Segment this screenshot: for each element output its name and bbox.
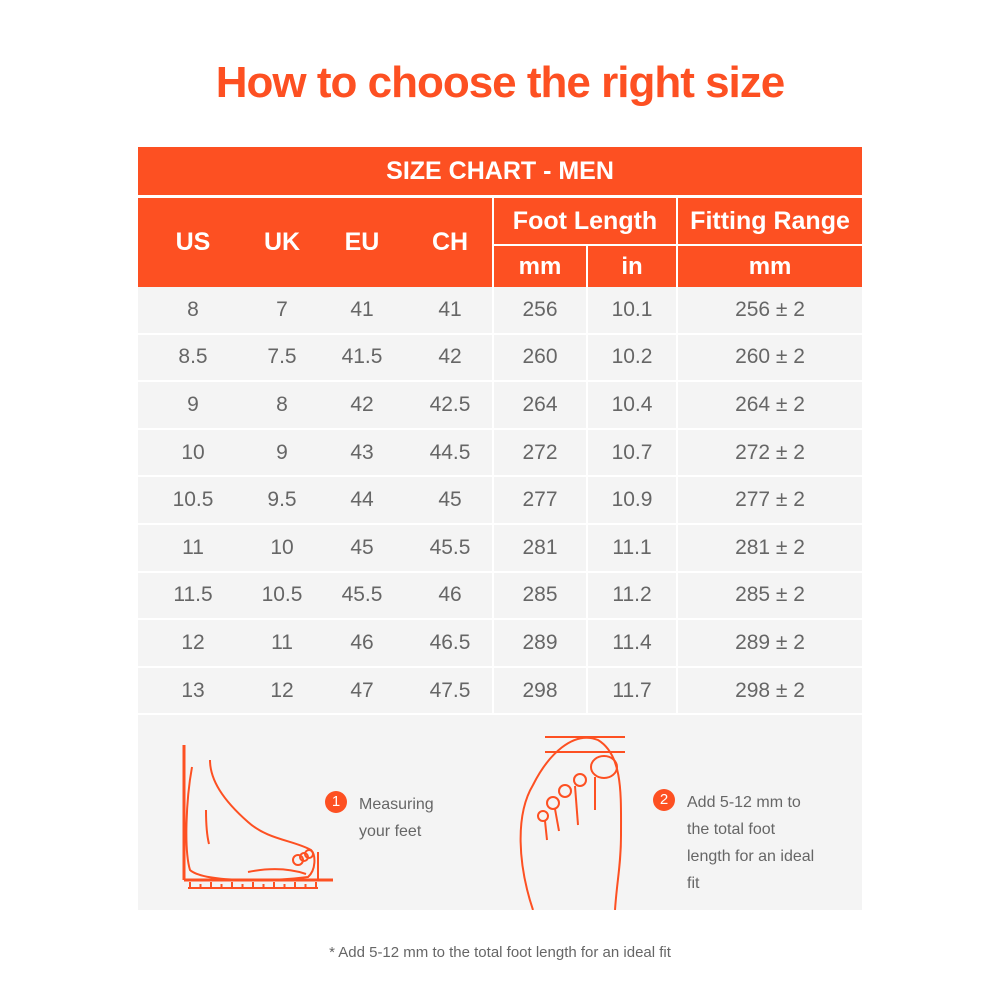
header-mm: mm [492,245,587,287]
footnote: * Add 5-12 mm to the total foot length f… [329,944,671,961]
table-cell: 10.7 [586,428,677,478]
table-cell: 46.5 [408,619,493,668]
table-cell: 10.5 [138,476,248,525]
table-cell: 7 [248,287,316,335]
table-cell: 42 [408,333,493,383]
step-number-badge: 2 [653,789,675,811]
table-cell: 11.7 [586,666,677,716]
instructions-panel: 1 Measuring your feet 2 Add 5-12 mm to t… [138,715,862,910]
table-row: 9 8 42 42.5 264 10.4 264 ± 2 [138,381,863,430]
page-title: How to choose the right size [215,58,786,107]
step-number-badge: 1 [325,791,347,813]
table-cell: 43 [316,428,408,478]
header-fit-mm: mm [675,245,863,287]
table-cell: 11 [138,523,248,573]
table-caption: SIZE CHART - MEN [138,147,863,198]
table-cell: 10.5 [248,571,316,621]
table-cell: 13 [138,666,248,716]
table-cell: 277 ± 2 [675,476,863,525]
header-in: in [586,245,677,287]
header-foot-length: Foot Length [492,196,677,246]
table-cell: 7.5 [248,333,316,383]
table-cell: 45 [408,476,493,525]
table-cell: 45.5 [408,523,493,573]
table-cell: 8.5 [138,333,248,383]
step-1: 1 Measuring your feet [325,791,434,840]
table-cell: 281 [492,523,587,573]
table-cell: 10.2 [586,333,677,383]
table-cell: 281 ± 2 [675,523,863,573]
size-chart-table: SIZE CHART - MEN US UK EU CH Foot Length… [138,147,863,716]
table-row: 10 9 43 44.5 272 10.7 272 ± 2 [138,428,863,478]
table-cell: 47.5 [408,666,493,716]
table-cell: 9.5 [248,476,316,525]
table-cell: 45.5 [316,571,408,621]
header-uk: UK [248,196,316,287]
table-cell: 298 ± 2 [675,666,863,716]
table-cell: 9 [138,381,248,430]
table-cell: 11.1 [586,523,677,573]
table-row: 13 12 47 47.5 298 11.7 298 ± 2 [138,666,863,716]
table-cell: 11 [248,619,316,668]
table-cell: 289 [492,619,587,668]
table-row: 10.5 9.5 44 45 277 10.9 277 ± 2 [138,476,863,525]
table-cell: 285 ± 2 [675,571,863,621]
table-cell: 47 [316,666,408,716]
table-cell: 277 [492,476,587,525]
table-cell: 44 [316,476,408,525]
table-cell: 264 ± 2 [675,381,863,430]
table-cell: 41.5 [316,333,408,383]
table-cell: 41 [316,287,408,335]
table-cell: 11.4 [586,619,677,668]
table-row: 8 7 41 41 256 10.1 256 ± 2 [138,287,863,335]
table-cell: 260 ± 2 [675,333,863,383]
table-row: 8.5 7.5 41.5 42 260 10.2 260 ± 2 [138,333,863,383]
table-cell: 10.9 [586,476,677,525]
table-cell: 46 [408,571,493,621]
table-cell: 264 [492,381,587,430]
foot-side-measure-icon [182,745,333,889]
table-cell: 11.2 [586,571,677,621]
table-row: 11.5 10.5 45.5 46 285 11.2 285 ± 2 [138,571,863,621]
table-cell: 289 ± 2 [675,619,863,668]
table-cell: 285 [492,571,587,621]
table-cell: 272 ± 2 [675,428,863,478]
table-cell: 41 [408,287,493,335]
header-us: US [138,196,248,287]
table-cell: 12 [138,619,248,668]
table-cell: 8 [248,381,316,430]
table-cell: 42 [316,381,408,430]
table-cell: 256 ± 2 [675,287,863,335]
table-cell: 260 [492,333,587,383]
header-eu: EU [316,196,408,287]
table-cell: 272 [492,428,587,478]
step-2: 2 Add 5-12 mm to the total foot length f… [653,789,814,892]
foot-top-measure-icon [519,736,625,910]
table-cell: 8 [138,287,248,335]
table-cell: 10 [248,523,316,573]
table-cell: 11.5 [138,571,248,621]
table-cell: 42.5 [408,381,493,430]
header-fitting-range: Fitting Range [675,196,863,246]
step-text: Add 5-12 mm to the total foot length for… [687,794,815,892]
table-cell: 45 [316,523,408,573]
table-row: 12 11 46 46.5 289 11.4 289 ± 2 [138,619,863,668]
table-cell: 46 [316,619,408,668]
table-row: 11 10 45 45.5 281 11.1 281 ± 2 [138,523,863,573]
header-ch: CH [408,196,493,287]
table-cell: 44.5 [408,428,493,478]
table-cell: 10.4 [586,381,677,430]
table-cell: 12 [248,666,316,716]
table-cell: 298 [492,666,587,716]
table-cell: 10 [138,428,248,478]
table-cell: 256 [492,287,587,335]
table-cell: 9 [248,428,316,478]
step-text: Measuring your feet [359,796,434,840]
table-cell: 10.1 [586,287,677,335]
